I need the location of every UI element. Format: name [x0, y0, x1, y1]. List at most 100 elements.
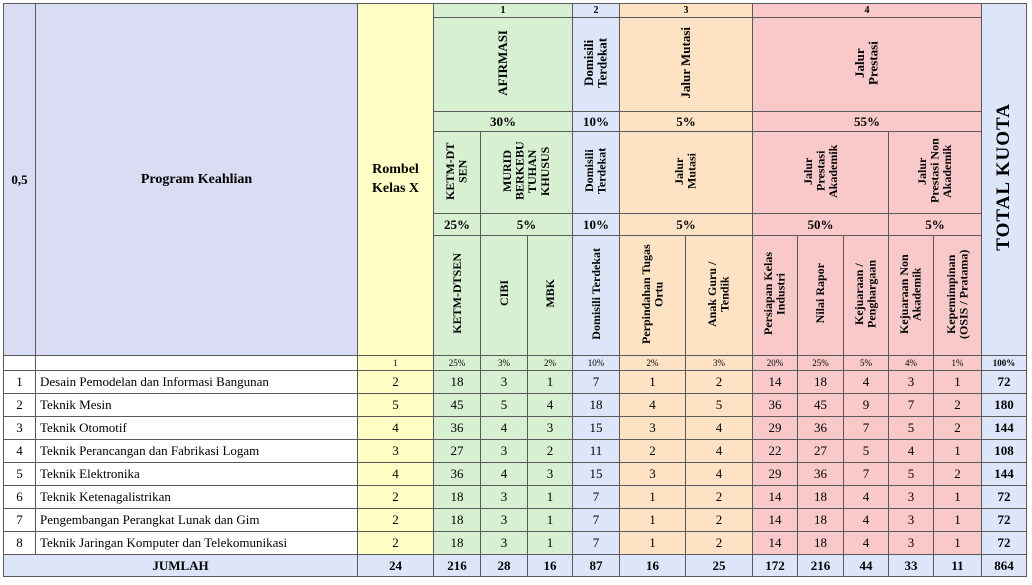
quota-value: 36 — [752, 393, 798, 417]
quota-value: 18 — [572, 393, 620, 417]
table-row: 5 Teknik Elektronika 4 36 4 3 15 3 4 29 36 7 5 2 144 — [3, 462, 1027, 486]
quota-value: 36 — [433, 462, 481, 486]
quota-value: 29 — [752, 416, 798, 440]
quota-value: 3 — [888, 508, 934, 532]
table-row: 4 Teknik Perancangan dan Fabrikasi Logam 3… — [3, 439, 1027, 463]
group-number-1: 1 — [433, 3, 573, 18]
quota-value: 7 — [572, 370, 620, 394]
quota-value: 45 — [797, 393, 844, 417]
sub-non-akademik: Jalur Prestasi Non Akademik — [888, 131, 982, 214]
quota-table: 0,5 Program Keahlian Rombel Kelas X 1 2 … — [3, 3, 1027, 577]
quota-value: 1 — [527, 370, 573, 394]
footer-value: 33 — [888, 554, 934, 577]
quota-value: 29 — [752, 462, 798, 486]
quota-value: 3 — [888, 485, 934, 509]
quota-value: 3 — [480, 531, 528, 555]
quota-value: 5 — [888, 416, 934, 440]
quota-value: 5 — [888, 462, 934, 486]
quota-value: 3 — [527, 462, 573, 486]
pct-kepemimpinan: 1% — [933, 355, 982, 371]
footer-label: JUMLAH — [3, 554, 358, 577]
col-mbk: MBK — [527, 235, 573, 356]
pct-blank-no — [3, 355, 36, 371]
pct-perpindahan: 2% — [619, 355, 686, 371]
total-value: 72 — [981, 508, 1027, 532]
quota-value: 1 — [933, 531, 982, 555]
row-number: 7 — [3, 508, 36, 532]
group-afirmasi: AFIRMASI — [433, 17, 573, 112]
quota-value: 1 — [619, 370, 686, 394]
total-value: 180 — [981, 393, 1027, 417]
pct-cibi: 3% — [480, 355, 528, 371]
quota-value: 2 — [933, 462, 982, 486]
quota-value: 3 — [619, 462, 686, 486]
pct-total: 100% — [981, 355, 1027, 371]
rombel-value: 2 — [357, 485, 434, 509]
quota-value: 2 — [685, 485, 753, 509]
total-value: 108 — [981, 439, 1027, 463]
quota-value: 45 — [433, 393, 481, 417]
program-name: Desain Pemodelan dan Informasi Bangunan — [35, 370, 358, 394]
footer-value: 25 — [685, 554, 753, 577]
quota-value: 4 — [685, 462, 753, 486]
sub-murid: MURID BERKEBU TUHAN KHUSUS — [480, 131, 573, 214]
group-number-3: 3 — [619, 3, 753, 18]
row-number: 8 — [3, 531, 36, 555]
pct-anak-guru: 3% — [685, 355, 753, 371]
total-value: 144 — [981, 416, 1027, 440]
table-row: 7 Pengembangan Perangkat Lunak dan Gim 2 18… — [3, 508, 1027, 532]
quota-value: 5 — [480, 393, 528, 417]
group-prestasi: Jalur Prestasi — [752, 17, 982, 112]
row-number: 2 — [3, 393, 36, 417]
col-nilai-rapor: Nilai Rapor — [797, 235, 844, 356]
program-name: Teknik Otomotif — [35, 416, 358, 440]
quota-value: 14 — [752, 508, 798, 532]
col-anak-guru: Anak Guru / Tendik — [685, 235, 753, 356]
group-mutasi: Jalur Mutasi — [619, 17, 753, 112]
quota-value: 36 — [797, 416, 844, 440]
rombel-value: 4 — [357, 416, 434, 440]
quota-value: 4 — [480, 416, 528, 440]
quota-value: 1 — [619, 508, 686, 532]
rombel-value: 2 — [357, 531, 434, 555]
footer-row: JUMLAH 24 216 28 16 87 16 25 172 216 44 … — [3, 554, 1027, 577]
col-ketm-dtsen: KETM-DTSEN — [433, 235, 481, 356]
program-name: Teknik Jaringan Komputer dan Telekomunik… — [35, 531, 358, 555]
quota-value: 2 — [933, 416, 982, 440]
sub-pct-domisili: 10% — [572, 213, 620, 236]
quota-value: 4 — [685, 416, 753, 440]
quota-value: 18 — [797, 370, 844, 394]
quota-value: 7 — [572, 508, 620, 532]
sub-ketm: KETM-DT SEN — [433, 131, 481, 214]
quota-value: 5 — [843, 439, 889, 463]
col-domisili: Domisili Terdekat — [572, 235, 620, 356]
quota-value: 1 — [619, 531, 686, 555]
quota-value: 2 — [685, 508, 753, 532]
quota-value: 27 — [433, 439, 481, 463]
col-kepemimpinan: Kepemimpinan (OSIS / Pratama) — [933, 235, 982, 356]
quota-value: 2 — [685, 531, 753, 555]
quota-value: 4 — [843, 508, 889, 532]
quota-value: 14 — [752, 531, 798, 555]
quota-value: 4 — [527, 393, 573, 417]
sub-pct-non-akademik: 5% — [888, 213, 982, 236]
footer-value: 44 — [843, 554, 889, 577]
quota-value: 18 — [433, 531, 481, 555]
row-number: 5 — [3, 462, 36, 486]
rombel-header: Rombel Kelas X — [357, 3, 434, 356]
rombel-value: 3 — [357, 439, 434, 463]
row-number: 6 — [3, 485, 36, 509]
col-cibi: CIBI — [480, 235, 528, 356]
group-number-2: 2 — [572, 3, 620, 18]
table-row: 8 Teknik Jaringan Komputer dan Telekomuni… — [3, 531, 1027, 555]
total-value: 72 — [981, 370, 1027, 394]
quota-value: 7 — [843, 462, 889, 486]
pct-domisili: 10% — [572, 355, 620, 371]
quota-value: 7 — [843, 416, 889, 440]
quota-value: 3 — [888, 370, 934, 394]
no-header: 0,5 — [3, 3, 36, 356]
program-name: Pengembangan Perangkat Lunak dan Gim — [35, 508, 358, 532]
group-domisili: Domisili Terdekat — [572, 17, 620, 112]
pct-nilai-rapor: 25% — [797, 355, 844, 371]
total-value: 72 — [981, 485, 1027, 509]
